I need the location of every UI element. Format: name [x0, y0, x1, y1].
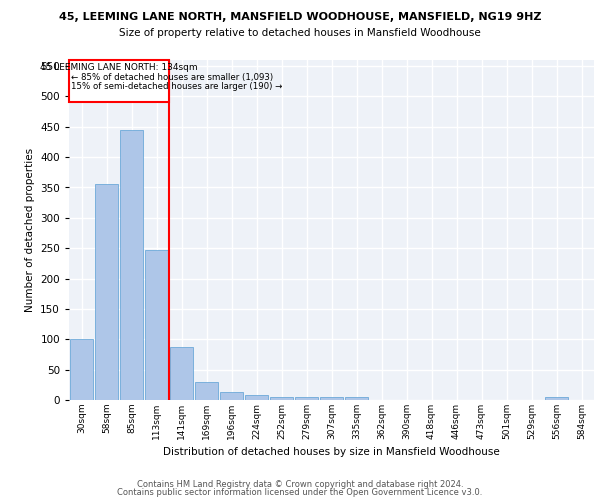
Bar [269, 397, 293, 400]
Text: Contains HM Land Registry data © Crown copyright and database right 2024.: Contains HM Land Registry data © Crown c… [137, 480, 463, 489]
Bar [70, 338, 94, 400]
Text: 45 LEEMING LANE NORTH: 134sqm: 45 LEEMING LANE NORTH: 134sqm [40, 63, 198, 72]
Bar [95, 184, 118, 400]
Text: 45, LEEMING LANE NORTH, MANSFIELD WOODHOUSE, MANSFIELD, NG19 9HZ: 45, LEEMING LANE NORTH, MANSFIELD WOODHO… [59, 12, 541, 22]
Bar [295, 397, 319, 400]
Bar [320, 397, 343, 400]
Bar [220, 392, 244, 400]
Text: 15% of semi-detached houses are larger (190) →: 15% of semi-detached houses are larger (… [71, 82, 283, 91]
Y-axis label: Number of detached properties: Number of detached properties [25, 148, 35, 312]
Bar [119, 130, 143, 400]
Bar [69, 60, 169, 102]
Text: Size of property relative to detached houses in Mansfield Woodhouse: Size of property relative to detached ho… [119, 28, 481, 38]
Bar [170, 346, 193, 400]
Bar [545, 397, 568, 400]
X-axis label: Distribution of detached houses by size in Mansfield Woodhouse: Distribution of detached houses by size … [163, 448, 500, 458]
Bar [145, 250, 169, 400]
Bar [194, 382, 218, 400]
Bar [245, 394, 268, 400]
Text: Contains public sector information licensed under the Open Government Licence v3: Contains public sector information licen… [118, 488, 482, 497]
Bar [344, 397, 368, 400]
Text: ← 85% of detached houses are smaller (1,093): ← 85% of detached houses are smaller (1,… [71, 74, 273, 82]
